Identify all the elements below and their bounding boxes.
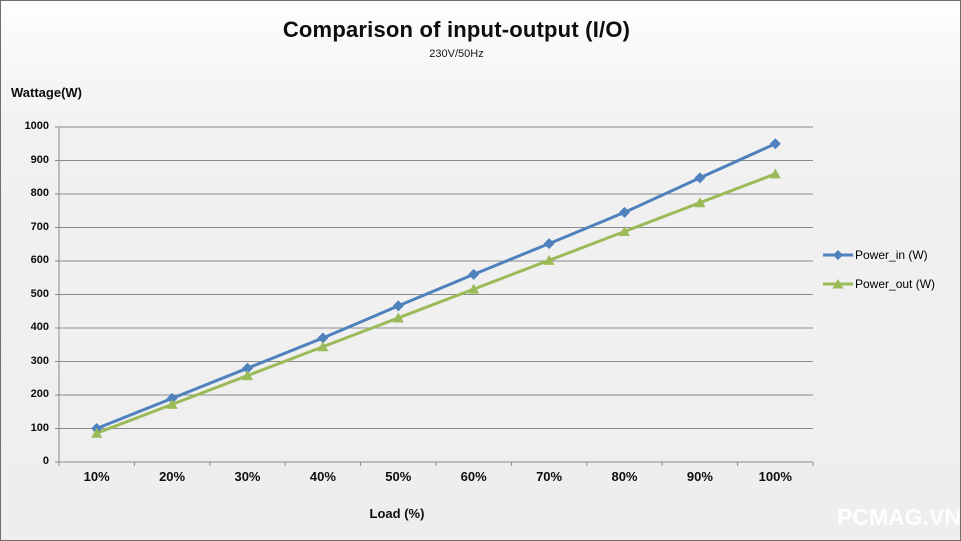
marker-power-out-w-	[468, 283, 480, 294]
marker-power-out-w-	[91, 427, 103, 438]
y-axis-title: Wattage(W)	[11, 85, 83, 100]
marker-power-out-w-	[769, 168, 781, 179]
x-tick-label: 40%	[309, 469, 336, 484]
y-tick-label: 600	[30, 254, 49, 266]
marker-power-out-w-	[166, 398, 178, 409]
x-tick-label: 90%	[686, 469, 713, 484]
y-tick-label: 200	[30, 388, 49, 400]
marker-power-in-w-	[619, 206, 630, 218]
watermark: PCMAG.VN	[837, 504, 961, 530]
x-tick-label: 70%	[536, 469, 563, 484]
legend-label-power-in-w: Power_in (W)	[855, 248, 928, 262]
power-out-w-legend-marker-icon	[823, 279, 853, 289]
marker-power-in-w-	[317, 332, 329, 344]
y-tick-label: 0	[42, 455, 49, 467]
legend-item-power-in-w: Power_in (W)	[822, 248, 935, 262]
x-tick-label: 100%	[758, 469, 792, 484]
x-tick-label: 30%	[234, 469, 261, 484]
x-tick-label: 50%	[385, 469, 412, 484]
y-tick-label: 100	[30, 421, 49, 434]
marker-power-out-w-	[543, 254, 555, 265]
marker-power-in-w-	[769, 138, 781, 150]
y-tick-label: 900	[30, 153, 49, 166]
y-tick-label: 400	[30, 321, 49, 333]
chart-title: Comparison of input-output (I/O)	[282, 17, 631, 42]
legend-label-power-out-w: Power_out (W)	[855, 277, 936, 291]
legend: Power_in (W) Power_out (W)	[822, 248, 935, 291]
y-tick-label: 1000	[24, 120, 49, 132]
marker-power-out-w-	[242, 370, 253, 381]
marker-power-in-w-	[694, 172, 706, 184]
marker-power-out-w-	[694, 197, 706, 208]
x-tick-label: 80%	[611, 469, 638, 484]
x-axis-title: Load (%)	[369, 506, 425, 521]
power-in-w-legend-marker-icon	[823, 250, 853, 260]
chart-subtitle: 230V/50Hz	[429, 48, 484, 60]
legend-item-power-out-w: Power_out (W)	[822, 277, 935, 291]
marker-power-in-w-	[242, 362, 253, 374]
marker-power-out-w-	[317, 341, 329, 352]
marker-power-in-w-	[166, 392, 178, 404]
marker-power-out-w-	[619, 226, 630, 237]
y-tick-label: 700	[30, 220, 49, 233]
x-tick-label: 60%	[460, 469, 487, 484]
x-tick-label: 20%	[159, 469, 186, 484]
y-tick-label: 800	[30, 187, 49, 199]
y-tick-label: 500	[30, 287, 49, 300]
marker-power-in-w-	[468, 268, 480, 280]
series-line-power-out-w-	[96, 172, 776, 435]
y-tick-label: 300	[30, 354, 49, 367]
x-tick-label: 10%	[83, 469, 110, 484]
series-line-power-in-w-	[96, 142, 776, 430]
marker-power-out-w-	[392, 312, 404, 323]
marker-power-in-w-	[543, 238, 555, 250]
marker-power-in-w-	[392, 300, 404, 312]
